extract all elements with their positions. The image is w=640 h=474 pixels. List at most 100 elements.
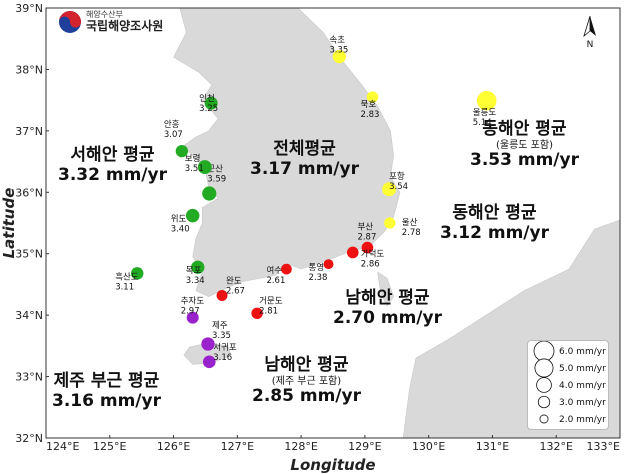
station-rate: 3.07 (164, 130, 183, 140)
station-name: 안흥 (164, 119, 180, 130)
station-rate: 2.61 (266, 276, 285, 286)
legend-label: 5.0 mm/yr (559, 364, 606, 374)
station-marker: 포항3.54 (382, 172, 408, 197)
station-point (251, 307, 263, 320)
station-point (281, 263, 292, 275)
jeju-island-land (183, 342, 232, 365)
station-name: 완도 (226, 276, 242, 286)
station-name: 속초 (329, 36, 345, 46)
station-point (366, 91, 379, 103)
north-label: N (586, 40, 594, 50)
station-name: 보령 (185, 153, 201, 164)
y-tick-label: 36°N (15, 186, 43, 199)
y-tick-label: 35°N (15, 248, 43, 261)
legend-label: 2.0 mm/yr (559, 415, 606, 425)
station-name: 가덕도 (361, 248, 385, 259)
x-tick-label: 126°E (157, 440, 190, 453)
x-axis-title: Longitude (290, 456, 375, 474)
region-title: 전체평균 (273, 139, 336, 159)
y-tick-label: 39°N (15, 2, 43, 15)
station-point (185, 208, 200, 223)
station-point (216, 290, 228, 301)
y-tick-label: 33°N (15, 371, 43, 384)
region-note: (울릉도 포함) (495, 139, 553, 151)
station-rate: 3.25 (199, 104, 218, 114)
station-rate: 3.54 (389, 182, 408, 192)
station-point (175, 144, 189, 158)
region-title: 서해안 평균 (70, 145, 155, 165)
region-value: 2.85 mm/yr (252, 386, 361, 407)
region-note: (제주 부근 포함) (271, 375, 342, 387)
legend-label: 3.0 mm/yr (559, 398, 606, 408)
region-title: 남해안 평균 (345, 288, 430, 308)
y-tick-label: 34°N (15, 309, 43, 322)
station-marker: 울산2.78 (384, 217, 421, 238)
size-legend: 6.0 mm/yr 5.0 mm/yr 4.0 mm/yr 3.0 mm/yr 2.0 … (527, 340, 609, 430)
x-tick-label: 131°E (476, 440, 509, 453)
x-tick-label: 125°E (93, 440, 126, 453)
station-marker: 완도2.67 (216, 276, 245, 301)
station-name: 부산 (357, 222, 373, 233)
station-name: 울산 (402, 217, 418, 228)
region-south-average: 남해안 평균 2.70 mm/yr (333, 288, 442, 328)
station-name: 목포 (186, 266, 202, 276)
region-value: 3.12 mm/yr (440, 222, 549, 243)
station-rate: 3.11 (115, 282, 134, 292)
station-point (202, 355, 216, 369)
x-tick-label: 132°E (539, 440, 572, 453)
station-point (130, 267, 144, 280)
station-marker: 묵호2.83 (361, 91, 379, 120)
region-jeju-average: 제주 부근 평균 3.16 mm/yr (52, 371, 161, 411)
legend-label: 4.0 mm/yr (559, 381, 606, 391)
station-rate: 3.40 (171, 225, 190, 235)
logo-agency-name: 국립해양조사원 (86, 18, 164, 33)
station-point (202, 186, 217, 201)
station-rate: 3.59 (207, 175, 226, 185)
station-name: 서귀포 (213, 342, 237, 353)
region-title: 동해안 평균 (482, 119, 567, 139)
region-title: 남해안 평균 (264, 355, 349, 375)
korean-peninsula-land (173, 7, 401, 298)
legend-circle (539, 414, 549, 424)
legend-label: 6.0 mm/yr (559, 347, 606, 357)
region-value: 3.53 mm/yr (470, 150, 579, 171)
y-tick-label: 38°N (15, 63, 43, 76)
khoa-logo: 해양수산부 국립해양조사원 (58, 10, 163, 34)
station-name: 흑산도 (115, 271, 139, 282)
region-title: 제주 부근 평균 (53, 371, 160, 391)
region-value: 3.17 mm/yr (250, 158, 359, 179)
plot-frame (45, 7, 621, 439)
station-marker: 부산2.87 (357, 222, 376, 254)
station-marker: 제주3.35 (201, 321, 231, 351)
station-point (361, 241, 374, 254)
logo-text: 해양수산부 국립해양조사원 (86, 10, 164, 33)
station-point (323, 259, 334, 270)
legend-circle (537, 395, 551, 409)
station-rate: 3.16 (213, 353, 232, 363)
station-rate: 5.14 (473, 118, 492, 128)
station-marker: 보령3.51 (185, 153, 212, 174)
station-marker: 군산3.59 (202, 164, 226, 201)
station-marker: 목포3.34 (186, 260, 205, 286)
station-name: 포항 (389, 172, 405, 182)
station-marker: 여수2.61 (266, 263, 292, 286)
station-rate: 2.86 (361, 259, 380, 269)
legend-circle (536, 377, 552, 393)
y-axis-title: Latitude (0, 188, 18, 259)
station-name: 인천 (199, 93, 215, 104)
x-tick-label: 133°E (587, 440, 620, 453)
legend-circle (533, 341, 555, 362)
x-tick-label: 127°E (221, 440, 254, 453)
x-tick-label: 128°E (284, 440, 317, 453)
legend-symbols: 6.0 mm/yr 5.0 mm/yr 4.0 mm/yr 3.0 mm/yr 2.0 … (533, 341, 606, 425)
station-rate: 3.35 (212, 331, 231, 341)
station-point (384, 217, 396, 229)
station-marker: 속초3.35 (329, 36, 348, 64)
y-tick-label: 37°N (15, 125, 43, 138)
x-tick-label: 124°E (46, 440, 79, 453)
